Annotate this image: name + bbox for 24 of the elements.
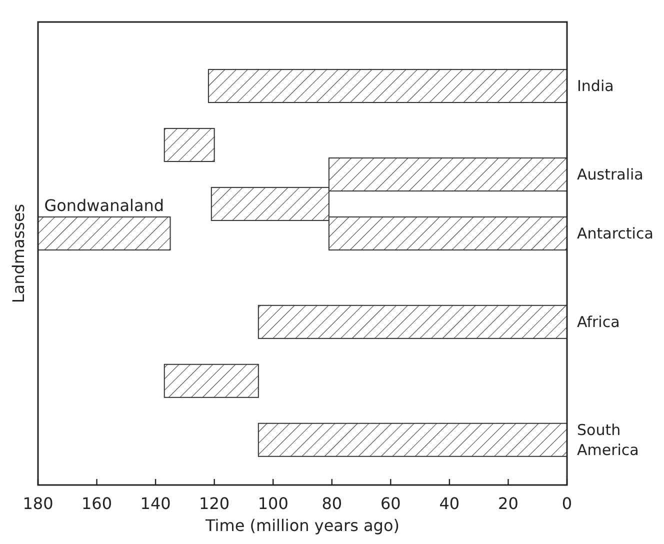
y-tick-label: Australia	[577, 165, 644, 184]
x-tick-label: 100	[258, 494, 288, 513]
y-tick-label: South America	[577, 420, 639, 459]
x-tick-label: 160	[82, 494, 112, 513]
bar	[164, 364, 259, 398]
bar	[258, 304, 568, 339]
bar	[258, 422, 568, 457]
x-tick-label: 0	[562, 494, 572, 513]
bar	[208, 68, 568, 104]
x-tick-label: 20	[498, 494, 518, 513]
x-tick-label: 120	[199, 494, 230, 513]
bar	[164, 128, 215, 162]
x-tick-label: 140	[140, 494, 171, 513]
x-tick-label: 60	[380, 494, 401, 513]
x-tick-label: 180	[22, 494, 54, 513]
x-axis-title: Time (million years ago)	[204, 516, 400, 535]
annotation: Gondwanaland	[44, 196, 164, 215]
y-axis-title: Landmasses	[9, 204, 28, 304]
bar	[38, 216, 171, 250]
y-tick-label: India	[577, 76, 614, 95]
y-tick-label: Africa	[577, 312, 620, 331]
y-tick-label: Antarctica	[577, 224, 654, 242]
x-tick-label: 40	[439, 494, 460, 513]
x-tick-label: 80	[322, 494, 342, 513]
